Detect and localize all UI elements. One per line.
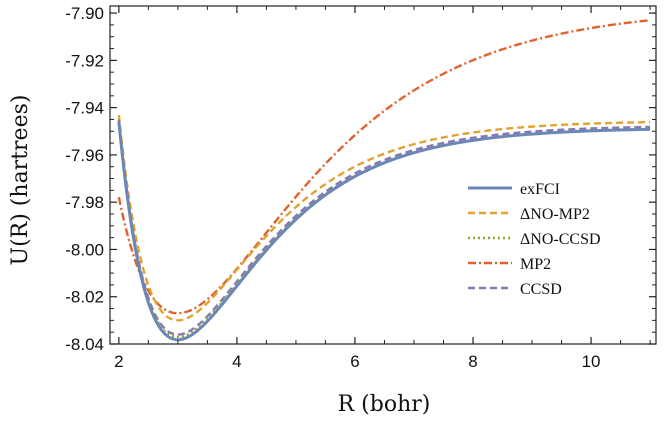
series-layer <box>117 19 651 342</box>
axes-layer: 2 4 6 8 10 -8.04 -8.02 -8.00 -7.98 -7.96 -7.94 -7.9… <box>65 4 657 371</box>
y-tick-label: -7.96 <box>65 146 104 165</box>
x-tick-label: 2 <box>114 352 123 371</box>
x-tick-label: 8 <box>468 352 477 371</box>
y-tick-label: -7.94 <box>65 99 104 118</box>
y-tick-label: -7.98 <box>65 193 104 212</box>
series-line-mp2 <box>117 19 651 315</box>
y-tick-label: -8.04 <box>65 335 104 354</box>
legend: exFCI ΔNO-MP2 ΔNO-CCSD MP2 CCSD <box>468 181 601 298</box>
x-tick-label: 4 <box>232 352 241 371</box>
plot-frame <box>109 5 657 345</box>
y-axis-title: U(R) (hartrees) <box>8 95 33 266</box>
x-tick-label: 10 <box>582 352 601 371</box>
series-line-ccsd <box>117 119 651 336</box>
legend-label: MP2 <box>520 256 551 273</box>
y-tick-label: -7.92 <box>65 51 104 70</box>
legend-label: ΔNO-CCSD <box>520 231 601 248</box>
y-tick-label: -8.00 <box>65 240 104 259</box>
x-axis-title: R (bohr) <box>338 392 431 417</box>
series-curves <box>117 19 651 342</box>
legend-label: CCSD <box>520 281 562 298</box>
series-line--no-mp2 <box>117 114 651 322</box>
legend-label: exFCI <box>520 181 560 198</box>
legend-label: ΔNO-MP2 <box>520 206 590 223</box>
y-tick-label: -8.02 <box>65 288 104 307</box>
series-line-exfci <box>117 121 651 342</box>
x-tick-label: 6 <box>350 352 359 371</box>
y-tick-label: -7.90 <box>65 4 104 23</box>
